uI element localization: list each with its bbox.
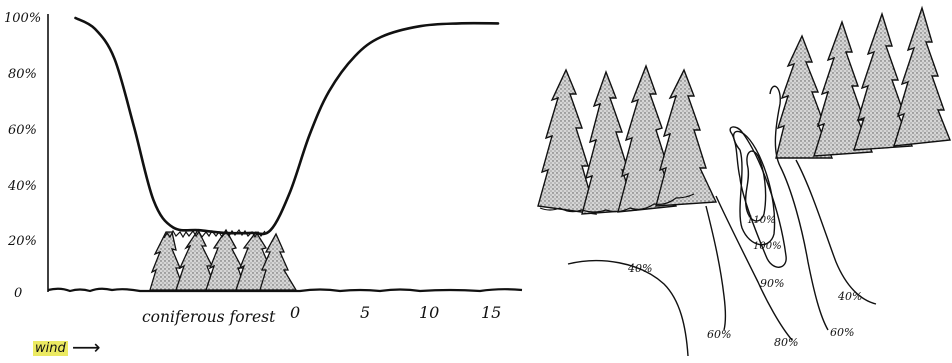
contour-60-right (779, 165, 829, 331)
left-coniferous-forest: coniferous forest (142, 228, 298, 326)
contour-40-right (795, 159, 877, 305)
left-panel: 100% 80% 60% 40% 20% 0 0 5 10 15 conifer… (4, 11, 523, 326)
y-tick-label: 0 (14, 286, 22, 301)
x-axis-ticks: 0 5 10 15 (290, 303, 501, 322)
y-tick-label: 20% (7, 234, 37, 249)
forest-label: coniferous forest (142, 308, 276, 326)
conifer-tree (205, 228, 247, 291)
x-tick-label: 0 (290, 303, 300, 322)
y-tick-label: 80% (8, 67, 37, 82)
x-tick-label: 5 (360, 303, 370, 322)
right-panel: 110% 100% 90% 80% 60% 40% 40% 60% (537, 5, 951, 357)
x-tick-label: 10 (419, 303, 439, 322)
x-tick-label: 15 (481, 303, 501, 322)
downwind-forest-edge (775, 5, 951, 159)
contour-60-left (705, 205, 727, 331)
contour-label: 90% (760, 277, 784, 290)
contour-100 (733, 130, 776, 246)
contour-110 (744, 150, 767, 222)
contour-label: 40% (627, 262, 652, 275)
contour-90 (729, 126, 787, 268)
conifer-tree (175, 228, 217, 291)
wind-label: wind (33, 341, 68, 356)
wind-speed-contours (567, 85, 877, 357)
contour-label: 60% (830, 326, 854, 339)
y-tick-label: 40% (7, 179, 37, 194)
contour-40-left (567, 259, 689, 357)
contour-label: 100% (753, 241, 782, 252)
upwind-forest-edge (537, 63, 718, 215)
y-tick-label: 100% (4, 11, 41, 26)
y-axis-ticks: 100% 80% 60% 40% 20% 0 (4, 11, 41, 301)
conifer-tree (893, 5, 951, 147)
contour-label: 40% (837, 290, 862, 303)
conifer-tree (813, 19, 874, 157)
wind-direction-arrow: ⟶ (72, 335, 101, 359)
conifer-tree (537, 68, 597, 215)
contour-label: 80% (774, 336, 798, 349)
forest-canopy-ragged-top (163, 228, 266, 239)
conifer-tree (655, 68, 718, 207)
wind-speed-curve (74, 16, 500, 236)
contour-labels: 110% 100% 90% 80% 60% 40% 40% 60% (627, 215, 862, 349)
contour-80 (715, 195, 793, 341)
forest-trunk-line (539, 193, 695, 213)
ground-line (47, 287, 523, 293)
contour-label: 60% (707, 328, 731, 341)
conifer-tree (259, 232, 298, 291)
y-tick-label: 60% (8, 123, 37, 138)
contour-outer-right (769, 85, 781, 167)
contour-label: 110% (747, 215, 776, 226)
